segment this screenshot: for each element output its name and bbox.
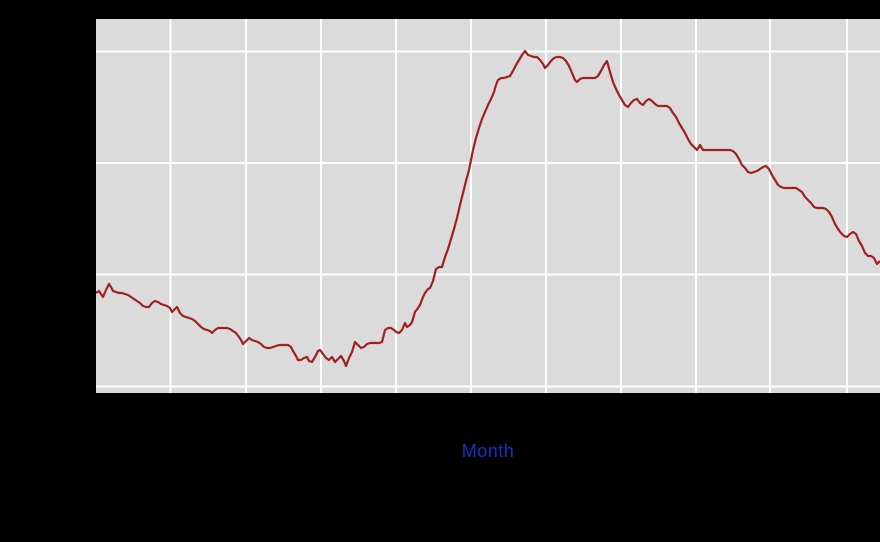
line-chart-svg bbox=[96, 19, 880, 393]
plot-panel bbox=[96, 19, 880, 393]
x-axis-label: Month bbox=[461, 441, 515, 461]
series-line bbox=[96, 49, 880, 368]
